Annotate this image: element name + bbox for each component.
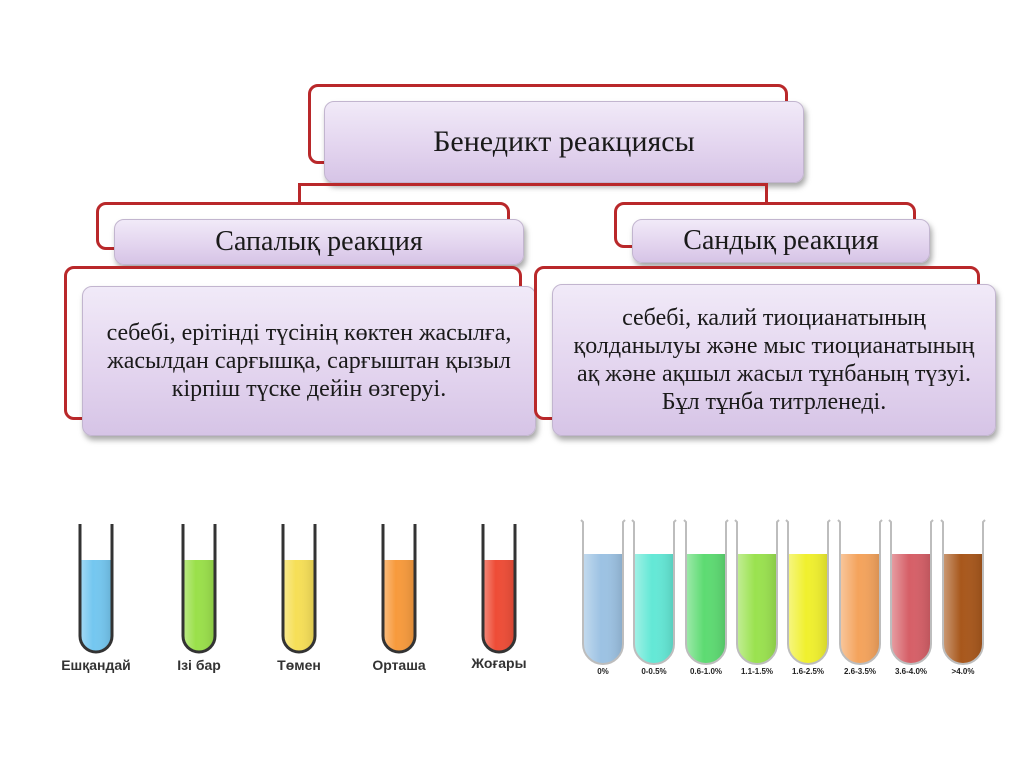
left-tube-2-glass — [181, 524, 217, 654]
right-tube-6-glass — [837, 519, 883, 665]
right-tube-7: 3.6-4.0% — [888, 519, 934, 676]
left-tube-4: Орташа — [372, 524, 426, 673]
left-tube-3: Төмен — [277, 524, 321, 673]
right-tube-3-label: 0.6-1.0% — [690, 667, 722, 676]
right-tube-1-glass — [580, 519, 626, 665]
connector-stem-left — [298, 183, 301, 203]
left-description: себебі, ерітінді түсінің көктен жасылға,… — [106, 320, 512, 402]
left-tube-3-glass — [281, 524, 317, 654]
right-tube-5-label: 1.6-2.5% — [792, 667, 824, 676]
left-tube-4-glass — [381, 524, 417, 654]
right-tube-7-glass — [888, 519, 934, 665]
right-tube-5-glass — [785, 519, 831, 665]
right-heading: Сандық реакция — [683, 225, 879, 256]
right-tube-1-label: 0% — [597, 667, 609, 676]
left-heading-box: Сапалық реакция — [114, 219, 524, 265]
right-tube-6: 2.6-3.5% — [837, 519, 883, 676]
left-tube-1-glass — [78, 524, 114, 654]
right-tube-5: 1.6-2.5% — [785, 519, 831, 676]
right-description: себебі, калий тиоцианатының қолданылуы ж… — [573, 305, 975, 415]
right-tube-3: 0.6-1.0% — [683, 519, 729, 676]
connector-horizontal — [298, 183, 768, 186]
left-tube-5: Жоғары — [470, 524, 527, 671]
right-tube-8-glass — [940, 519, 986, 665]
right-tube-2: 0-0.5% — [631, 519, 677, 676]
right-tube-7-label: 3.6-4.0% — [895, 667, 927, 676]
right-tube-1: 0% — [580, 519, 626, 676]
right-tube-2-label: 0-0.5% — [641, 667, 666, 676]
left-tube-1: Ешқандай — [61, 524, 131, 673]
right-tubes: 0% 0-0.5% 0.6-1.0% 1.1-1.5% 1.6-2.5% 2.6… — [580, 519, 986, 676]
left-heading: Сапалық реакция — [215, 226, 423, 257]
left-tube-2-label: Ізі бар — [177, 657, 221, 673]
right-tube-4-label: 1.1-1.5% — [741, 667, 773, 676]
left-tube-5-glass — [481, 524, 517, 654]
right-tube-4-glass — [734, 519, 780, 665]
left-tube-2: Ізі бар — [177, 524, 221, 673]
left-tube-5-label: Жоғары — [470, 655, 526, 671]
left-tube-3-label: Төмен — [277, 657, 321, 673]
title-box: Бенедикт реакциясы — [324, 101, 804, 183]
left-desc-box: себебі, ерітінді түсінің көктен жасылға,… — [82, 286, 536, 436]
right-tube-3-glass — [683, 519, 729, 665]
right-tube-8-label: >4.0% — [952, 667, 975, 676]
right-tube-8: >4.0% — [940, 519, 986, 676]
right-tube-4: 1.1-1.5% — [734, 519, 780, 676]
right-tube-2-glass — [631, 519, 677, 665]
left-tubes: Ешқандай Ізі бар Төмен Орташа Жоғары — [61, 524, 527, 673]
connector-stem-right — [765, 183, 768, 203]
right-desc-box: себебі, калий тиоцианатының қолданылуы ж… — [552, 284, 996, 436]
left-tube-4-label: Орташа — [372, 657, 426, 673]
left-tube-1-label: Ешқандай — [61, 657, 131, 673]
right-heading-box: Сандық реакция — [632, 219, 930, 263]
right-tube-6-label: 2.6-3.5% — [844, 667, 876, 676]
diagram-title: Бенедикт реакциясы — [433, 125, 695, 158]
